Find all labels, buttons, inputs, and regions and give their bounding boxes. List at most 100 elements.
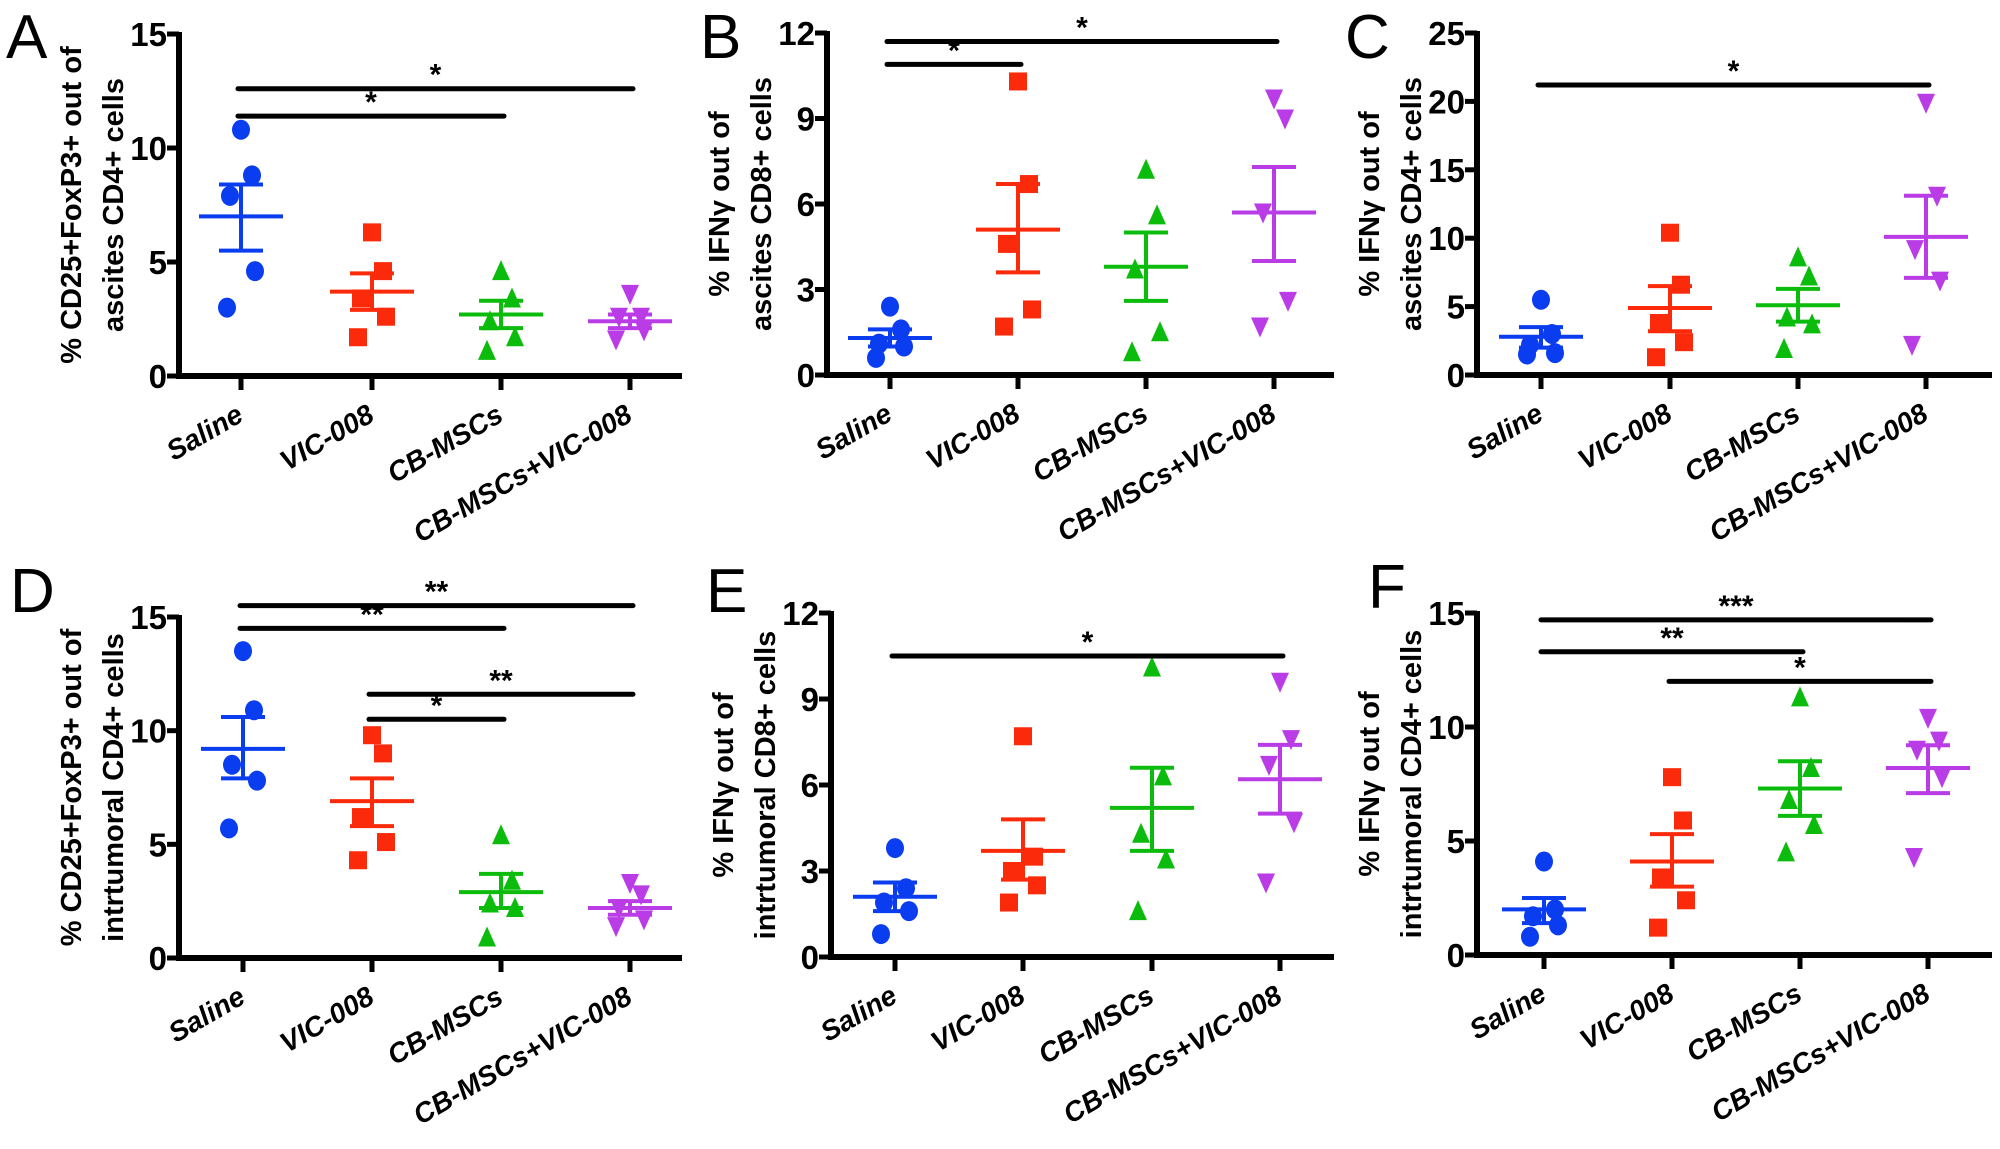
data-point-triangle-up [481, 310, 499, 331]
group-VIC-008 [1630, 768, 1714, 937]
x-tick-label: Saline [810, 397, 897, 465]
group-Saline [853, 838, 937, 945]
data-point-circle [881, 296, 899, 317]
data-point-square [998, 234, 1016, 253]
significance-label: * [1794, 651, 1806, 684]
group-VIC-008 [1628, 223, 1712, 367]
x-tick-label: CB-MSCs+VIC-008 [408, 398, 637, 548]
data-point-circle [886, 838, 904, 859]
x-tick-label: CB-MSCs+VIC-008 [1052, 397, 1281, 547]
data-point-triangle-down [635, 321, 653, 342]
data-point-triangle-down [1260, 755, 1278, 776]
panel-letter: C [1345, 3, 1390, 72]
data-point-circle [218, 297, 236, 318]
group-VIC-008 [330, 726, 414, 870]
group-CB-MSCs [459, 260, 543, 360]
group-Saline [199, 119, 283, 318]
data-point-square [349, 328, 367, 347]
y-axis-title: ascites CD4+ cells [1396, 77, 1428, 331]
x-tick-label: VIC-008 [275, 980, 380, 1058]
group-VIC-008 [330, 223, 414, 347]
group-CB-MSCs [459, 824, 543, 947]
data-point-circle [234, 641, 252, 662]
data-point-triangle-down [1276, 109, 1294, 130]
data-point-circle [1521, 926, 1539, 947]
data-point-square [1652, 868, 1670, 887]
panel-letter: D [10, 557, 55, 626]
y-tick-label: 20 [1428, 83, 1465, 120]
data-point-square [1014, 727, 1032, 746]
y-tick-label: 25 [1428, 15, 1465, 52]
data-point-square [377, 833, 395, 852]
data-point-square [374, 262, 392, 281]
y-axis-title: intrtumoral CD4+ cells [1396, 630, 1428, 939]
panel-letter: F [1368, 553, 1406, 622]
data-point-square [1009, 72, 1027, 91]
data-point-triangle-down [1285, 813, 1303, 834]
significance-label: * [430, 59, 442, 92]
y-axis-title: intrtumoral CD4+ cells [98, 633, 130, 942]
y-tick-label: 6 [797, 186, 815, 223]
y-tick-label: 10 [130, 713, 167, 750]
y-tick-label: 0 [149, 940, 167, 977]
y-tick-label: 15 [130, 599, 167, 636]
data-point-triangle-down [1265, 89, 1283, 110]
data-point-triangle-up [1143, 656, 1161, 677]
data-point-triangle-down [1933, 768, 1951, 789]
y-tick-label: 3 [801, 853, 819, 890]
y-tick-label: 10 [1428, 220, 1465, 257]
x-tick-label: VIC-008 [1575, 977, 1680, 1055]
group-VIC-008 [981, 727, 1065, 912]
group-Saline [201, 641, 285, 839]
y-tick-label: 5 [1447, 823, 1465, 860]
x-tick-label: Saline [1464, 977, 1551, 1045]
data-point-triangle-up [1157, 848, 1175, 869]
significance-label: ** [425, 576, 449, 609]
y-tick-label: 0 [797, 357, 815, 394]
significance-label: ** [489, 664, 513, 697]
data-point-circle [243, 165, 261, 186]
data-point-circle [867, 347, 885, 368]
data-point-triangle-down [1282, 730, 1300, 751]
data-point-triangle-down [1930, 731, 1948, 752]
group-CB-MSCs+VIC-008 [1884, 93, 1968, 356]
data-point-square [1663, 768, 1681, 787]
group-CB-MSCs [1756, 246, 1840, 359]
data-point-triangle-down [621, 873, 639, 894]
panel-letter: E [706, 557, 747, 626]
data-point-triangle-up [503, 869, 521, 890]
data-point-triangle-down [1903, 335, 1921, 356]
data-point-triangle-up [1151, 321, 1169, 342]
data-point-square [1647, 348, 1665, 367]
panel-B: B 0 3 6 9 12 % IFNγ out of ascites CD8+ cells Sa… [700, 3, 1334, 548]
data-point-circle [220, 818, 238, 839]
data-point-triangle-up [1802, 757, 1820, 778]
panel-letter: B [700, 3, 741, 72]
x-tick-label: VIC-008 [275, 398, 380, 476]
significance-label: * [1728, 55, 1740, 88]
panel-C: C 0 5 10 15 20 25 % IFNγ out of ascites CD4+ cel… [1345, 3, 1992, 548]
x-tick-label: CB-MSCs+VIC-008 [1706, 977, 1935, 1127]
y-tick-label: 0 [1447, 937, 1465, 974]
data-point-triangle-down [607, 917, 625, 938]
group-CB-MSCs+VIC-008 [588, 284, 672, 351]
group-CB-MSCs+VIC-008 [588, 873, 672, 938]
data-point-triangle-up [1123, 341, 1141, 362]
data-point-circle [232, 119, 250, 140]
y-axis-title: intrtumoral CD8+ cells [750, 631, 782, 940]
data-point-circle [1532, 289, 1550, 310]
data-point-triangle-down [1251, 317, 1269, 338]
data-point-triangle-up [1129, 900, 1147, 921]
x-tick-label: CB-MSCs+VIC-008 [408, 980, 637, 1130]
panel-F: F 0 5 10 15 % IFNγ out of intrtumoral CD4+ cel… [1354, 553, 1992, 1128]
group-CB-MSCs [1758, 686, 1842, 862]
data-point-triangle-up [492, 824, 510, 845]
data-point-circle [246, 261, 264, 282]
data-point-triangle-up [1148, 204, 1166, 225]
x-tick-label: VIC-008 [926, 979, 1031, 1057]
panel-E: E 0 3 6 9 12 % IFNγ out of intrtumoral CD8+ cel… [706, 557, 1334, 1130]
x-tick-label: Saline [161, 398, 248, 466]
data-point-square [995, 317, 1013, 336]
group-CB-MSCs+VIC-008 [1886, 708, 1970, 868]
